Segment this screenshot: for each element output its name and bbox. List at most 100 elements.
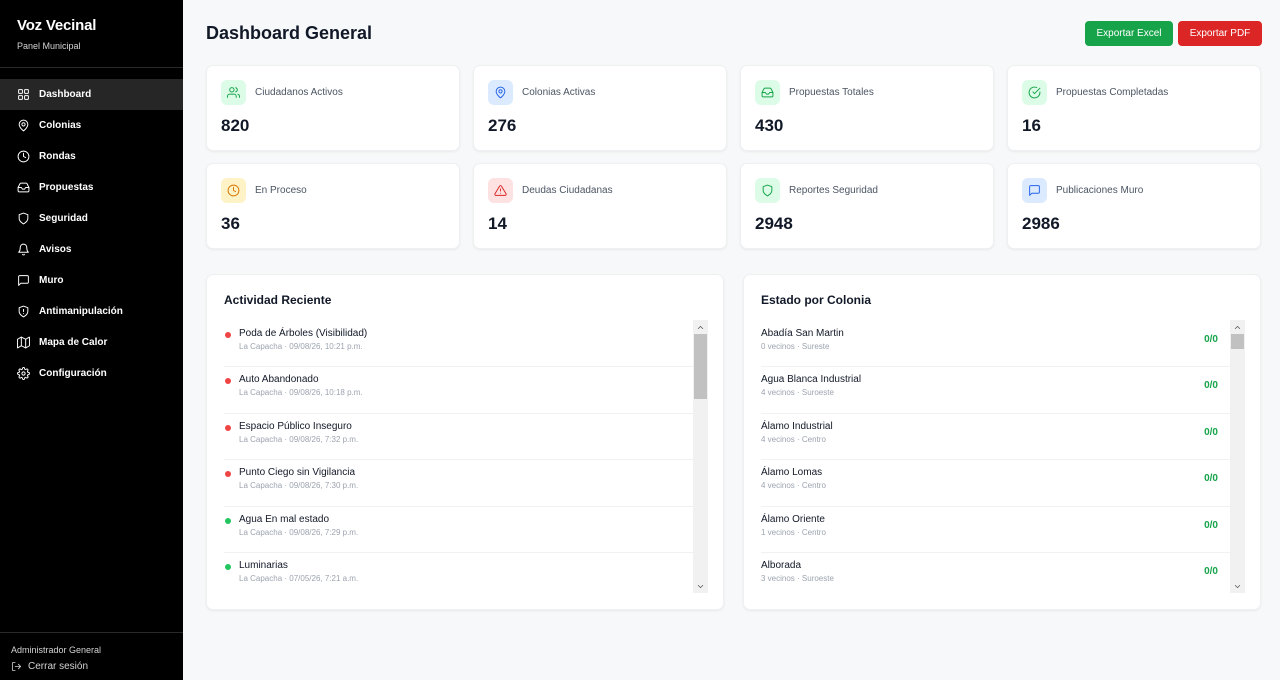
export-pdf-button[interactable]: Exportar PDF — [1178, 21, 1262, 46]
sidebar-item-configuracion[interactable]: Configuración — [0, 358, 183, 389]
colonia-subtitle: 4 vecinos · Suroeste — [761, 388, 834, 398]
sidebar-item-label: Configuración — [39, 368, 107, 379]
list-item[interactable]: Luminarias La Capacha · 07/05/26, 7:21 a… — [224, 553, 694, 593]
list-item[interactable]: Auto Abandonado La Capacha · 09/08/26, 1… — [224, 367, 694, 414]
sidebar-item-avisos[interactable]: Avisos — [0, 234, 183, 265]
sidebar-item-dashboard[interactable]: Dashboard — [0, 79, 183, 110]
stat-label: Deudas Ciudadanas — [522, 185, 613, 196]
colonia-ratio: 0/0 — [1204, 565, 1218, 577]
colonia-subtitle: 4 vecinos · Centro — [761, 434, 826, 444]
activity-scrollbar[interactable] — [693, 320, 708, 593]
export-excel-button[interactable]: Exportar Excel — [1085, 21, 1173, 46]
scroll-thumb[interactable] — [694, 334, 707, 399]
list-item[interactable]: Agua En mal estado La Capacha · 09/08/26… — [224, 507, 694, 553]
sidebar-footer: Administrador General Cerrar sesión — [0, 632, 183, 680]
list-item[interactable]: Poda de Árboles (Visibilidad) La Capacha… — [224, 321, 694, 368]
logout-icon — [11, 661, 22, 672]
sidebar-item-rondas[interactable]: Rondas — [0, 141, 183, 172]
activity-item-subtitle: La Capacha · 09/08/26, 10:21 p.m. — [239, 342, 363, 351]
activity-item-title: Punto Ciego sin Vigilancia — [239, 467, 356, 479]
message-icon — [1029, 185, 1040, 196]
activity-list[interactable]: Poda de Árboles (Visibilidad) La Capacha… — [224, 321, 694, 593]
stat-card-reportes-seguridad: Reportes Seguridad 2948 — [740, 163, 994, 249]
gear-icon — [17, 367, 30, 380]
stat-value: 430 — [755, 116, 784, 135]
list-item[interactable]: Punto Ciego sin Vigilancia La Capacha · … — [224, 460, 694, 507]
stat-value: 276 — [488, 116, 517, 135]
scroll-down-button[interactable] — [693, 579, 708, 593]
clock-icon — [227, 184, 240, 197]
status-dot — [225, 424, 231, 431]
colonias-scrollbar[interactable] — [1230, 320, 1245, 593]
activity-item-title: Luminarias — [239, 559, 288, 571]
sidebar-item-colonias[interactable]: Colonias — [0, 110, 183, 141]
stat-label: Ciudadanos Activos — [255, 87, 343, 98]
colonia-ratio: 0/0 — [1204, 380, 1218, 392]
colonia-ratio: 0/0 — [1204, 426, 1218, 438]
activity-item-title: Poda de Árboles (Visibilidad) — [239, 328, 368, 339]
sidebar-item-label: Mapa de Calor — [39, 337, 108, 348]
sidebar-item-label: Seguridad — [39, 213, 88, 224]
scroll-down-button[interactable] — [1230, 579, 1245, 593]
shield-icon — [762, 184, 773, 197]
colonia-subtitle: 3 vecinos · Suroeste — [761, 573, 834, 583]
alert-triangle-icon — [494, 185, 507, 196]
list-item[interactable]: Espacio Público Inseguro La Capacha · 09… — [224, 414, 694, 461]
list-item[interactable]: Álamo Lomas 4 vecinos · Centro 0/0 — [761, 460, 1231, 507]
activity-item-subtitle: La Capacha · 07/05/26, 7:21 a.m. — [239, 573, 359, 583]
sidebar-item-mapa-de-calor[interactable]: Mapa de Calor — [0, 327, 183, 358]
sidebar-item-label: Propuestas — [39, 182, 94, 193]
sidebar-item-propuestas[interactable]: Propuestas — [0, 172, 183, 203]
stat-label: Propuestas Totales — [789, 87, 874, 98]
stat-card-propuestas-completadas: Propuestas Completadas 16 — [1007, 65, 1261, 151]
activity-item-title: Espacio Público Inseguro — [239, 420, 352, 432]
stat-value: 2948 — [755, 214, 793, 233]
stat-value: 36 — [221, 214, 240, 233]
colonias-panel: Estado por Colonia Abadía San Martin 0 v… — [743, 274, 1261, 610]
colonias-list[interactable]: Abadía San Martin 0 vecinos · Sureste 0/… — [761, 321, 1231, 593]
admin-name: Administrador General — [11, 645, 102, 655]
colonia-name: Álamo Oriente — [761, 513, 825, 525]
colonia-ratio: 0/0 — [1204, 519, 1218, 531]
stat-value: 2986 — [1022, 214, 1060, 233]
list-item[interactable]: Agua Blanca Industrial 4 vecinos · Suroe… — [761, 367, 1231, 414]
chevron-up-icon — [1234, 325, 1241, 329]
activity-item-subtitle: La Capacha · 09/08/26, 7:30 p.m. — [239, 481, 359, 491]
bell-icon — [18, 243, 29, 256]
logout-button[interactable]: Cerrar sesión — [11, 661, 172, 672]
scroll-up-button[interactable] — [1230, 320, 1245, 334]
activity-item-title: Auto Abandonado — [239, 374, 319, 386]
sidebar-item-label: Colonias — [39, 120, 82, 131]
colonia-name: Abadía San Martin — [761, 328, 844, 339]
stat-card-propuestas-totales: Propuestas Totales 430 — [740, 65, 994, 151]
colonia-subtitle: 4 vecinos · Centro — [761, 481, 826, 491]
colonia-name: Álamo Industrial — [761, 420, 833, 432]
chevron-down-icon — [697, 584, 704, 588]
list-item[interactable]: Álamo Industrial 4 vecinos · Centro 0/0 — [761, 414, 1231, 461]
sidebar-item-muro[interactable]: Muro — [0, 265, 183, 296]
activity-item-title: Agua En mal estado — [239, 513, 330, 525]
brand: Voz Vecinal Panel Municipal — [0, 0, 183, 68]
sidebar-nav: Dashboard Colonias Rondas Propuestas Seg… — [0, 79, 183, 389]
stat-label: Colonias Activas — [522, 87, 596, 98]
stat-card-deudas-ciudadanas: Deudas Ciudadanas 14 — [473, 163, 727, 249]
sidebar-item-label: Rondas — [39, 151, 76, 162]
scroll-up-button[interactable] — [693, 320, 708, 334]
sidebar-item-label: Avisos — [39, 244, 72, 255]
stat-card-ciudadanos-activos: Ciudadanos Activos 820 — [206, 65, 460, 151]
sidebar-item-seguridad[interactable]: Seguridad — [0, 203, 183, 234]
list-item[interactable]: Alborada 3 vecinos · Suroeste 0/0 — [761, 553, 1231, 593]
list-item[interactable]: Álamo Oriente 1 vecinos · Centro 0/0 — [761, 507, 1231, 553]
sidebar-item-antimanipulacion[interactable]: Antimanipulación — [0, 296, 183, 327]
inbox-icon — [761, 87, 774, 98]
message-icon — [18, 275, 29, 286]
sidebar-item-label: Antimanipulación — [39, 306, 123, 317]
shield-alert-icon — [18, 305, 29, 318]
stat-label: Propuestas Completadas — [1056, 87, 1169, 98]
stat-value: 820 — [221, 116, 250, 135]
list-item[interactable]: Abadía San Martin 0 vecinos · Sureste 0/… — [761, 321, 1231, 368]
logout-label: Cerrar sesión — [28, 661, 89, 672]
colonia-name: Agua Blanca Industrial — [761, 374, 862, 386]
status-dot — [225, 332, 231, 338]
scroll-thumb[interactable] — [1231, 334, 1244, 349]
